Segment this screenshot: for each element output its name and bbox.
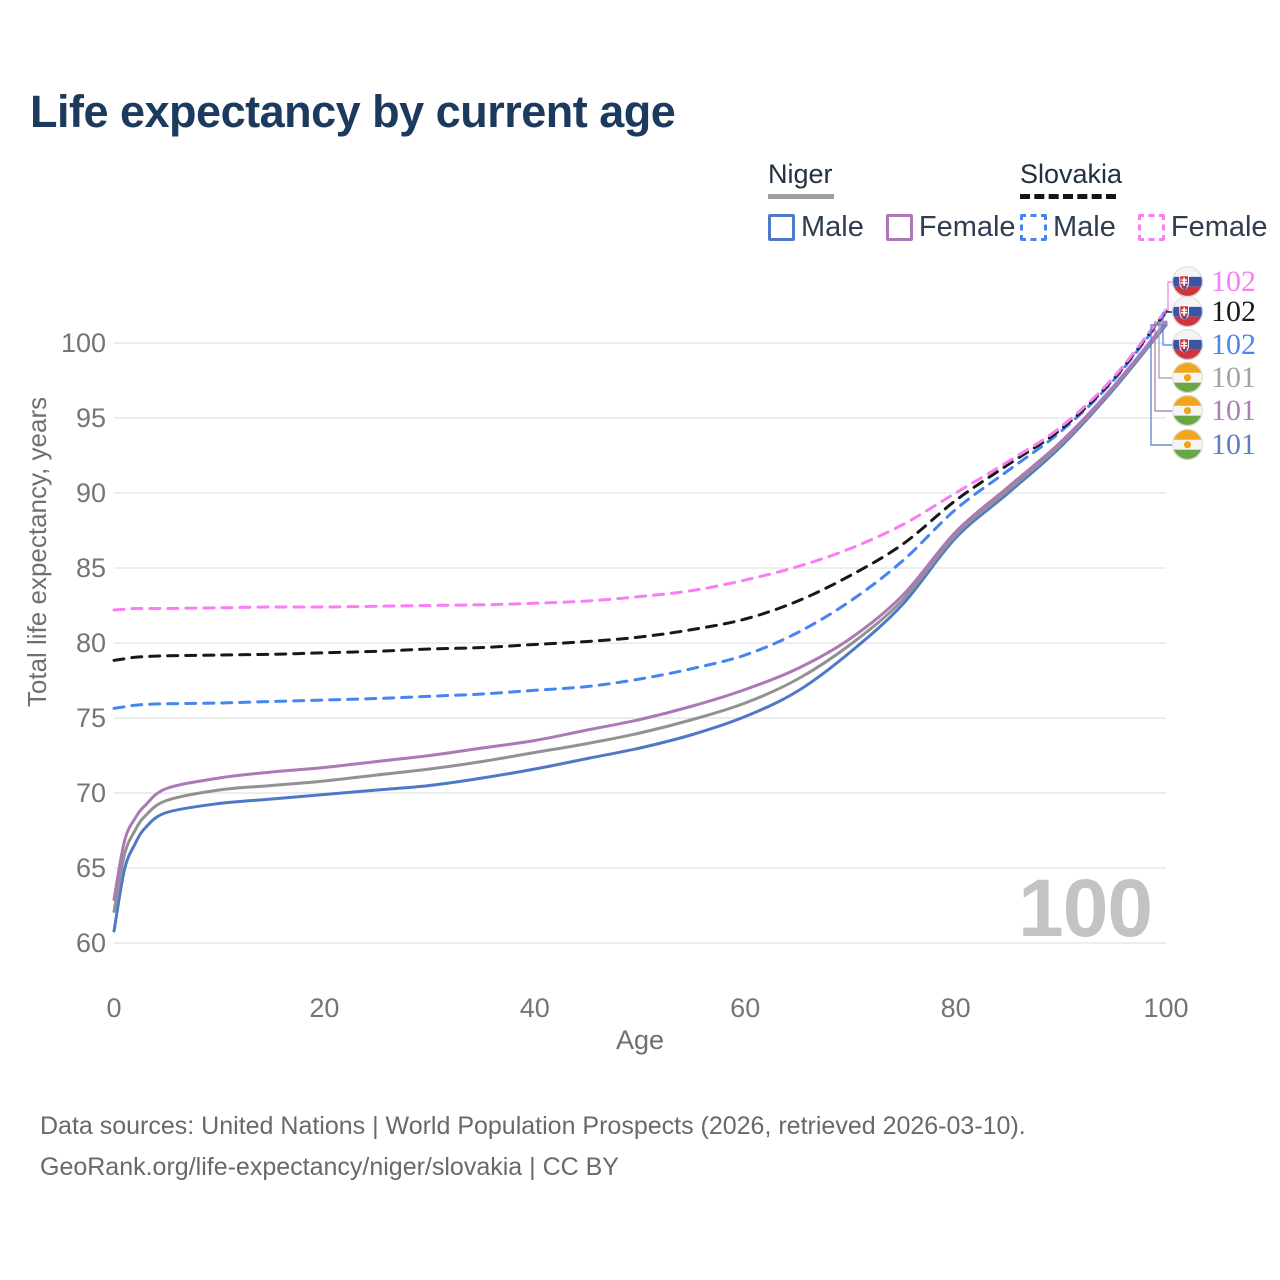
slovakia-female-swatch[interactable] xyxy=(1137,213,1165,241)
series-line-slovakia_male xyxy=(112,311,1168,710)
slovakia-line-style-swatch xyxy=(1020,193,1116,199)
data-series xyxy=(112,308,1168,933)
svg-text:40: 40 xyxy=(520,993,550,1023)
legend-country-slovakia[interactable]: Slovakia xyxy=(1020,159,1123,189)
svg-text:65: 65 xyxy=(76,853,106,883)
series-line-niger_both xyxy=(112,322,1168,913)
svg-text:Age: Age xyxy=(616,1025,664,1055)
axis-labels: 60 65 70 75 80 85 90 95 100 0 20 40 60 80 100 Age Total … xyxy=(22,328,1189,1055)
series-line-niger_male xyxy=(112,323,1168,933)
svg-text:60: 60 xyxy=(76,928,106,958)
svg-text:100: 100 xyxy=(1143,993,1188,1023)
page-title: Life expectancy by current age xyxy=(30,86,676,137)
legend-label: Male xyxy=(801,210,864,243)
legend-group-slovakia: Slovakia Male Female xyxy=(1020,159,1268,244)
attribution: Data sources: United Nations | World Pop… xyxy=(40,1106,1026,1189)
svg-text:90: 90 xyxy=(76,478,106,508)
legend-item-niger-female[interactable]: Female xyxy=(885,210,1016,244)
series-line-slovakia_both xyxy=(112,310,1168,662)
svg-text:100: 100 xyxy=(61,328,106,358)
legend-label: Female xyxy=(918,210,1016,243)
slovakia-male-swatch[interactable] xyxy=(1020,213,1047,241)
svg-text:Total life expectancy, years: Total life expectancy, years xyxy=(22,397,52,707)
svg-text:75: 75 xyxy=(76,703,106,733)
legend-label: Male xyxy=(1053,210,1116,243)
legend-item-niger-male[interactable]: Male xyxy=(768,211,864,244)
legend-group-niger: Niger Male Female xyxy=(768,159,1016,244)
niger-male-swatch[interactable] xyxy=(768,213,795,241)
gridlines xyxy=(114,342,1166,944)
series-line-slovakia_female xyxy=(112,308,1168,612)
svg-text:60: 60 xyxy=(730,993,760,1023)
data-sources-line: Data sources: United Nations | World Pop… xyxy=(40,1112,1026,1140)
niger-female-swatch[interactable] xyxy=(885,213,913,241)
svg-text:95: 95 xyxy=(76,403,106,433)
label-leader-lines xyxy=(1150,281,1172,446)
license-line: GeoRank.org/life-expectancy/niger/slovak… xyxy=(40,1153,619,1182)
svg-text:70: 70 xyxy=(76,778,106,808)
svg-text:20: 20 xyxy=(309,993,339,1023)
legend-label: Female xyxy=(1170,210,1268,243)
age-counter: 100 xyxy=(1018,863,1153,954)
legend-item-slovakia-male[interactable]: Male xyxy=(1020,211,1116,244)
legend-country-niger[interactable]: Niger xyxy=(768,159,833,189)
svg-text:85: 85 xyxy=(76,553,106,583)
svg-text:0: 0 xyxy=(106,993,121,1023)
legend-item-slovakia-female[interactable]: Female xyxy=(1137,210,1268,244)
niger-line-style-swatch xyxy=(768,193,834,199)
svg-text:80: 80 xyxy=(76,628,106,658)
series-line-niger_female xyxy=(112,320,1168,901)
svg-text:80: 80 xyxy=(941,993,971,1023)
